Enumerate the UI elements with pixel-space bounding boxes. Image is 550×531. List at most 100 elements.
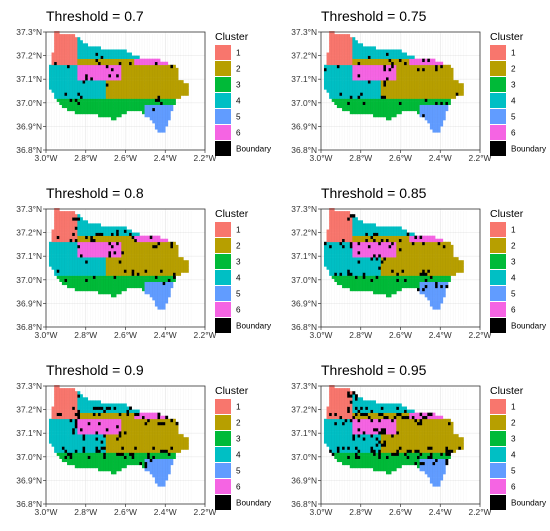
- cluster-4-cell: [367, 95, 371, 99]
- cluster-4-cell: [323, 263, 327, 267]
- cluster-2-cell: [396, 80, 400, 84]
- cluster-2-cell: [442, 64, 446, 69]
- cluster-2-cell: [123, 95, 127, 99]
- boundary-cell: [72, 406, 76, 410]
- cluster-4-cell: [87, 223, 91, 227]
- cluster-2-cell: [354, 235, 358, 240]
- cluster-6-cell: [116, 251, 120, 255]
- cluster-3-cell: [118, 284, 122, 289]
- cluster-2-cell: [396, 244, 400, 249]
- cluster-2-cell: [162, 89, 166, 93]
- cluster-4-cell: [64, 83, 68, 87]
- cluster-4-cell: [61, 434, 65, 438]
- cluster-3-cell: [406, 98, 410, 102]
- cluster-6-cell: [157, 238, 161, 243]
- cluster-5-cell: [152, 104, 156, 109]
- cluster-4-cell: [82, 260, 86, 264]
- cluster-5-cell: [160, 120, 163, 124]
- cluster-4-cell: [103, 226, 107, 230]
- cluster-2-cell: [404, 67, 407, 72]
- cluster-6-cell: [367, 247, 371, 252]
- cluster-2-cell: [105, 86, 109, 90]
- x-tick-label: 2.4°W: [154, 153, 177, 163]
- cluster-4-cell: [360, 55, 364, 59]
- cluster-3-cell: [414, 101, 418, 105]
- cluster-2-cell: [427, 74, 431, 78]
- cluster-2-cell: [460, 86, 464, 90]
- cluster-6-cell: [385, 74, 389, 78]
- cluster-3-cell: [82, 110, 86, 115]
- cluster-2-cell: [416, 266, 420, 270]
- cluster-3-cell: [110, 284, 114, 289]
- cluster-4-cell: [74, 247, 78, 252]
- cluster-4-cell: [378, 229, 382, 233]
- cluster-2-cell: [388, 238, 392, 243]
- cluster-2-cell: [108, 263, 112, 267]
- cluster-4-cell: [79, 86, 83, 90]
- cluster-3-cell: [59, 101, 63, 105]
- y-tick-label: 37.0°N: [291, 275, 317, 285]
- cluster-6-cell: [113, 74, 117, 78]
- cluster-1-cell: [329, 229, 333, 233]
- cluster-2-cell: [393, 58, 397, 63]
- cluster-1-cell: [336, 58, 340, 63]
- cluster-4-cell: [336, 260, 340, 264]
- cluster-3-cell: [131, 101, 135, 105]
- cluster-4-cell: [393, 49, 397, 53]
- cluster-6-cell: [385, 251, 389, 255]
- cluster-2-cell: [79, 238, 83, 243]
- cluster-2-cell: [180, 86, 184, 90]
- cluster-5-cell: [437, 104, 441, 109]
- cluster-3-cell: [375, 110, 379, 115]
- cluster-3-cell: [67, 458, 70, 463]
- cluster-6-cell: [110, 64, 114, 69]
- cluster-2-cell: [383, 89, 387, 93]
- cluster-5-cell: [157, 284, 161, 289]
- x-tick-label: 2.2°W: [469, 153, 492, 163]
- cluster-4-cell: [64, 421, 68, 426]
- cluster-2-cell: [357, 58, 361, 63]
- cluster-4-cell: [59, 244, 63, 249]
- cluster-2-cell: [455, 83, 459, 87]
- cluster-4-cell: [95, 86, 99, 90]
- boundary-cell: [422, 58, 426, 63]
- cluster-4-cell: [54, 80, 58, 84]
- cluster-2-cell: [435, 257, 438, 261]
- cluster-3-cell: [347, 104, 351, 109]
- cluster-2-cell: [375, 235, 379, 240]
- cluster-2-cell: [175, 83, 179, 87]
- cluster-5-cell: [440, 287, 444, 292]
- cluster-3-cell: [383, 278, 387, 282]
- cluster-4-cell: [72, 272, 76, 276]
- cluster-4-cell: [92, 49, 96, 53]
- cluster-1-cell: [67, 220, 70, 224]
- cluster-2-cell: [383, 272, 387, 276]
- cluster-4-cell: [336, 241, 340, 246]
- cluster-4-cell: [98, 55, 101, 59]
- cluster-3-cell: [149, 98, 153, 102]
- cluster-3-cell: [74, 275, 78, 279]
- legend-label: 2: [511, 65, 516, 74]
- cluster-6-cell: [87, 64, 91, 69]
- cluster-3-cell: [339, 101, 343, 105]
- cluster-3-cell: [380, 110, 384, 115]
- cluster-1-cell: [334, 226, 338, 230]
- cluster-6-cell: [440, 61, 444, 66]
- cluster-2-cell: [362, 58, 366, 63]
- cluster-3-cell: [160, 275, 163, 279]
- cluster-2-cell: [113, 269, 117, 273]
- cluster-4-cell: [59, 95, 63, 99]
- boundary-cell: [347, 101, 351, 105]
- cluster-4-cell: [92, 272, 96, 276]
- cluster-2-cell: [406, 70, 410, 75]
- cluster-1-cell: [349, 220, 353, 224]
- boundary-cell: [74, 418, 78, 423]
- cluster-1-cell: [64, 43, 68, 47]
- cluster-1-cell: [51, 232, 55, 236]
- cluster-4-cell: [349, 64, 353, 69]
- cluster-2-cell: [453, 83, 457, 87]
- cluster-5-cell: [437, 129, 441, 133]
- cluster-2-cell: [154, 272, 158, 276]
- cluster-6-cell: [432, 58, 436, 63]
- cluster-4-cell: [67, 269, 70, 273]
